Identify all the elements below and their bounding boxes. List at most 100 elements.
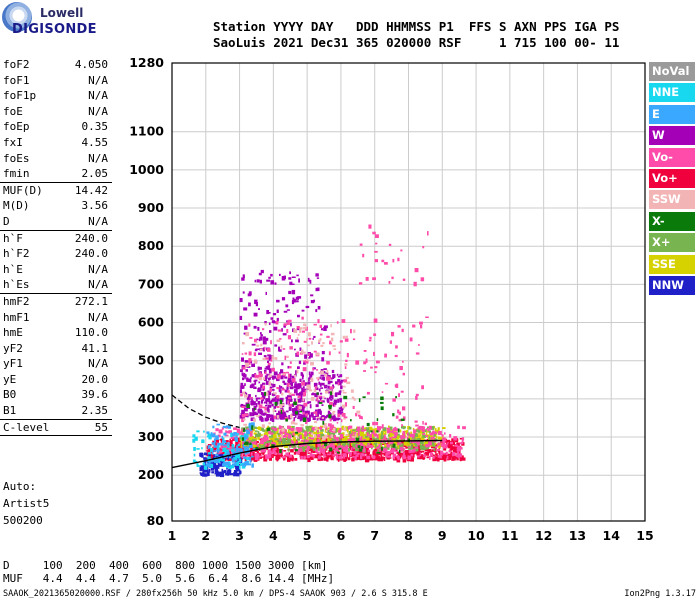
echo-point: [330, 434, 333, 438]
echo-point: [218, 450, 223, 454]
echo-point: [248, 394, 251, 397]
echo-point: [368, 224, 372, 229]
echo-point: [319, 417, 323, 421]
echo-point: [307, 441, 311, 444]
echo-point: [316, 448, 320, 451]
echo-point: [264, 391, 266, 396]
echo-point: [382, 427, 387, 431]
echo-point: [284, 438, 288, 440]
echo-point: [461, 441, 464, 445]
echo-point: [377, 456, 381, 460]
echo-point: [251, 397, 253, 402]
echo-point: [281, 430, 285, 434]
echo-point: [215, 459, 219, 464]
echo-point: [327, 398, 329, 404]
echo-point: [224, 456, 227, 460]
echo-point: [392, 258, 395, 263]
echo-point: [321, 377, 324, 380]
auto-artist: Artist5: [3, 497, 50, 510]
echo-point: [419, 451, 422, 453]
echo-point: [380, 432, 383, 437]
echo-point: [281, 392, 284, 396]
echo-point: [316, 413, 319, 417]
echo-point: [258, 408, 261, 412]
echo-point: [254, 440, 257, 445]
echo-point: [350, 389, 354, 393]
echo-point: [394, 446, 398, 449]
legend-item-nnw: NNW: [649, 275, 695, 295]
echo-point: [315, 309, 318, 313]
echo-point: [383, 453, 387, 456]
echo-point: [292, 419, 295, 423]
echo-point: [340, 453, 343, 458]
echo-point: [227, 425, 231, 429]
echo-point: [242, 366, 246, 370]
echo-point: [305, 419, 308, 424]
echo-point: [358, 435, 360, 439]
echo-point: [327, 437, 329, 442]
echo-point: [212, 463, 216, 467]
echo-point: [268, 440, 272, 444]
echo-point: [304, 455, 306, 460]
echo-point: [381, 424, 384, 429]
echo-point: [206, 431, 210, 434]
echo-point: [341, 319, 346, 323]
echo-point: [375, 428, 377, 432]
echo-point: [238, 440, 241, 444]
x-tick-label: 15: [636, 528, 653, 543]
echo-point: [325, 390, 329, 394]
echo-point: [211, 442, 216, 445]
echo-point: [312, 417, 316, 420]
echo-point: [216, 449, 220, 453]
echo-point: [325, 430, 328, 432]
echo-point: [308, 337, 312, 340]
echo-point: [284, 389, 289, 393]
echo-point: [207, 460, 210, 463]
echo-point: [369, 442, 373, 445]
echo-point: [386, 438, 391, 441]
echo-point: [310, 396, 315, 401]
echo-point: [277, 329, 282, 332]
echo-point: [304, 434, 307, 437]
echo-point: [253, 426, 257, 429]
param-row: foF1 N/A: [0, 73, 112, 89]
echo-point: [374, 259, 378, 263]
echo-point: [375, 422, 379, 426]
echo-point: [357, 448, 361, 450]
echo-point: [418, 426, 422, 429]
echo-point: [255, 446, 259, 451]
echo-point: [365, 442, 368, 445]
echo-point: [320, 425, 324, 428]
echo-point: [295, 339, 299, 343]
echo-point: [307, 344, 310, 347]
echo-point: [318, 388, 321, 392]
echo-point: [268, 374, 272, 378]
echo-point: [409, 455, 412, 460]
echo-point: [316, 417, 319, 421]
echo-point: [276, 450, 279, 454]
echo-point: [258, 308, 260, 310]
echo-point: [262, 388, 265, 391]
echo-point: [295, 413, 297, 418]
echo-point: [319, 338, 322, 341]
echo-point: [246, 396, 251, 400]
echo-point: [312, 454, 315, 457]
echo-point: [330, 332, 335, 336]
echo-point: [402, 452, 405, 456]
echo-point: [304, 431, 308, 436]
echo-point: [345, 376, 349, 379]
profile-trace-dashed: [171, 394, 240, 429]
echo-point: [245, 455, 248, 458]
echo-point: [365, 450, 369, 454]
echo-point: [353, 451, 357, 455]
echo-point: [243, 433, 247, 438]
echo-point: [262, 429, 266, 432]
echo-point: [417, 455, 420, 458]
echo-point: [285, 437, 288, 439]
echo-point: [255, 403, 258, 408]
echo-point: [212, 459, 217, 462]
echo-point: [221, 458, 225, 462]
echo-point: [434, 448, 437, 453]
echo-point: [323, 325, 328, 329]
echo-point: [417, 429, 421, 433]
